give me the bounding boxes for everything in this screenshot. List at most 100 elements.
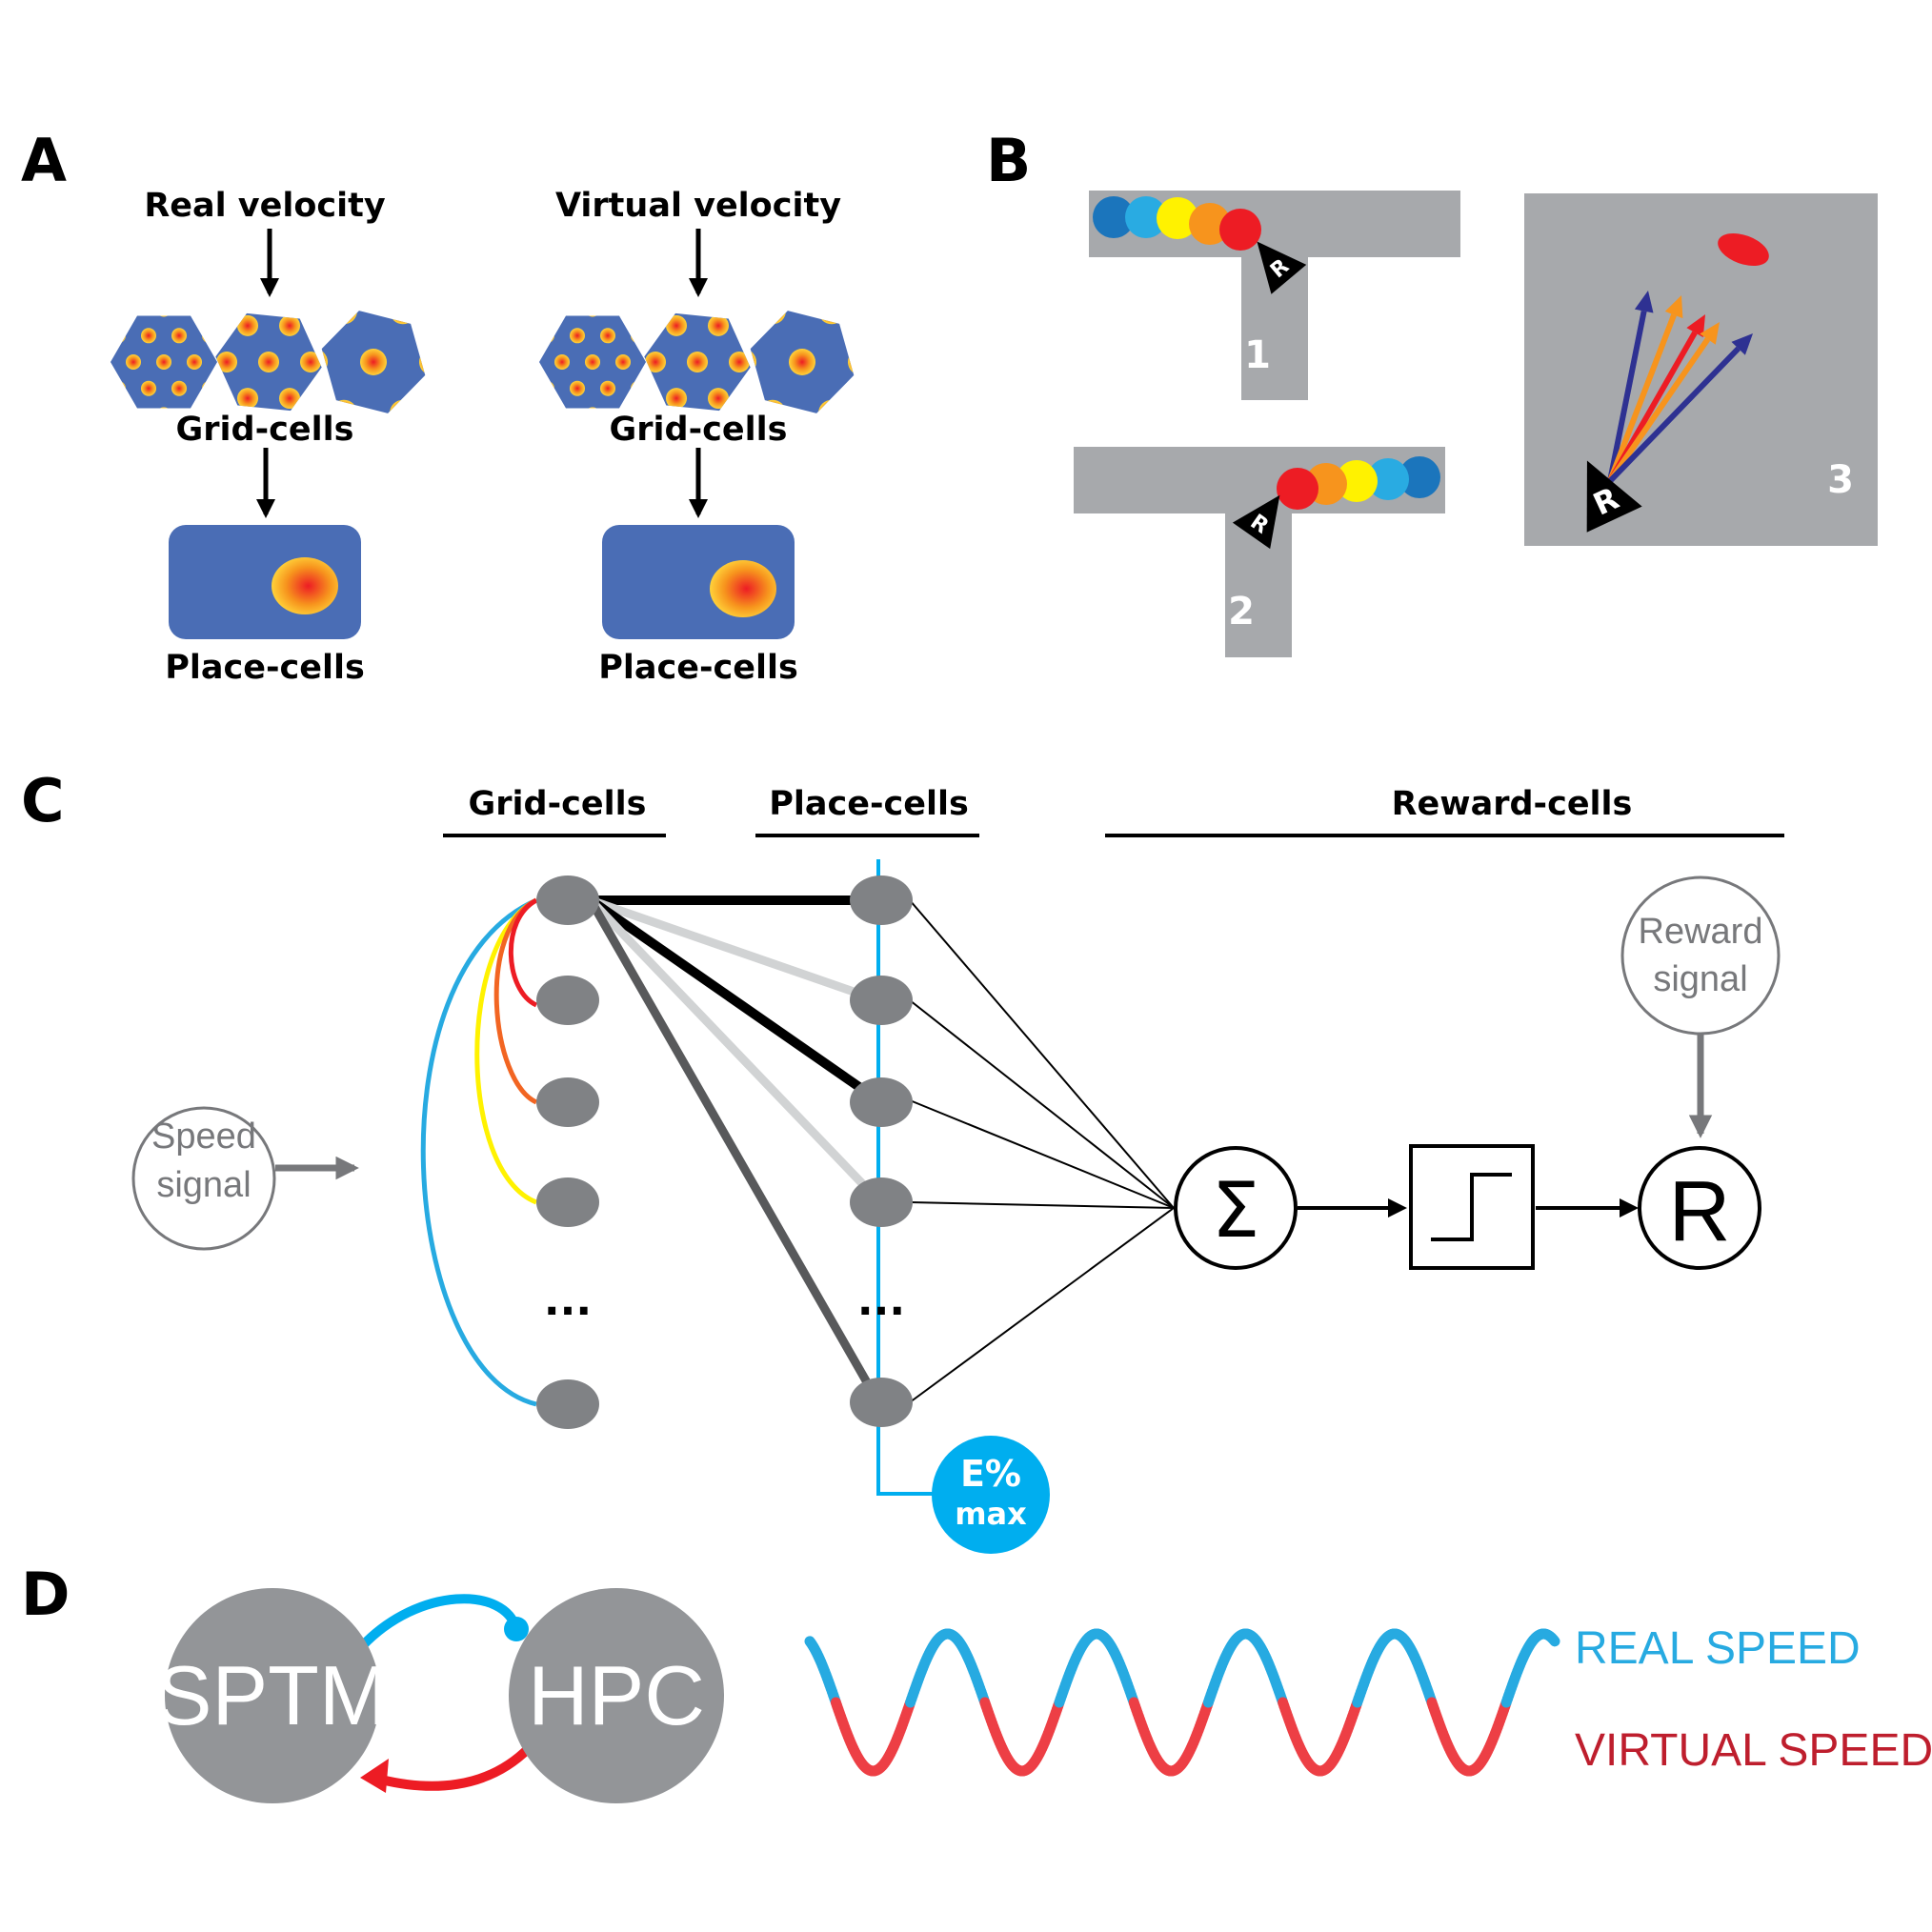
firing-field — [750, 460, 771, 481]
grid-cells-header: Grid-cells — [469, 785, 647, 823]
place-ellipsis: ... — [857, 1277, 905, 1325]
place-cell-nodes — [850, 875, 913, 1427]
firing-field — [468, 207, 489, 228]
place-cells-label: Place-cells — [598, 649, 798, 687]
firing-field — [477, 352, 498, 372]
firing-field — [433, 460, 448, 475]
firing-field — [523, 297, 550, 324]
firing-field — [759, 502, 786, 529]
firing-field — [655, 451, 682, 477]
firing-field — [596, 451, 623, 477]
firing-field — [50, 433, 65, 449]
firing-field — [360, 553, 387, 580]
firing-field — [448, 275, 463, 291]
grid-ellipsis: ... — [544, 1277, 592, 1325]
firing-field — [478, 247, 505, 273]
firing-field — [187, 354, 202, 370]
firing-field — [95, 460, 111, 475]
firing-field — [94, 297, 121, 324]
place-cell-node — [850, 976, 913, 1025]
firing-field — [966, 247, 993, 273]
firing-field — [875, 315, 896, 336]
legend-real-speed: REAL SPEED — [1575, 1623, 1861, 1674]
firing-field — [561, 424, 582, 445]
firing-field — [907, 144, 934, 171]
firing-field — [570, 380, 585, 396]
firing-field — [301, 247, 328, 273]
place-cells-header: Place-cells — [769, 785, 969, 823]
open-field-3: R 3 — [1524, 193, 1878, 546]
wave-segment — [1548, 1634, 1560, 1647]
firing-field — [126, 460, 141, 475]
firing-field — [737, 249, 753, 264]
firing-field — [50, 381, 65, 396]
firing-field — [360, 144, 387, 171]
firing-field — [279, 460, 300, 481]
firing-field — [202, 380, 217, 396]
firing-field — [624, 460, 645, 481]
track-number: 1 — [1244, 333, 1271, 377]
firing-field — [419, 553, 446, 580]
firing-field — [49, 207, 70, 228]
firing-field — [553, 553, 579, 580]
firing-field — [183, 451, 210, 477]
heading-arrowhead — [1634, 291, 1654, 313]
grid-cell-node — [536, 1077, 599, 1127]
legend-virtual-speed: VIRTUAL SPEED — [1575, 1725, 1932, 1776]
emax-label-line1: E% — [960, 1453, 1021, 1495]
firing-field — [195, 460, 216, 481]
reward-node-label: R — [1669, 1164, 1731, 1259]
firing-field — [524, 354, 539, 370]
firing-field — [855, 279, 875, 300]
firing-field — [449, 502, 475, 529]
firing-field — [615, 315, 631, 317]
firing-field — [537, 144, 564, 171]
firing-field — [554, 407, 570, 409]
firing-field — [4, 302, 19, 317]
firing-field — [666, 388, 687, 410]
firing-field — [70, 460, 91, 481]
firing-field — [171, 380, 187, 396]
firing-field — [646, 460, 661, 475]
t-maze-2: R 2 — [1074, 447, 1445, 657]
firing-field — [612, 144, 638, 171]
grid-cells-label: Grid-cells — [176, 411, 354, 449]
heading-arrowhead — [1686, 314, 1705, 338]
heading-arrowhead — [1731, 333, 1753, 355]
firing-field — [360, 349, 387, 375]
firing-field — [65, 553, 91, 580]
firing-field — [70, 388, 91, 409]
heading-arrow — [1607, 310, 1647, 482]
excitatory-connection — [358, 1594, 521, 1650]
firing-field — [468, 279, 489, 300]
grid-cell-node — [536, 1379, 599, 1429]
firing-field — [523, 195, 550, 222]
firing-field — [433, 354, 448, 370]
firing-field — [4, 354, 19, 370]
firing-field — [498, 460, 519, 481]
firing-field — [561, 279, 582, 300]
firing-field — [509, 328, 524, 343]
firing-field — [493, 354, 509, 370]
firing-field — [498, 388, 519, 409]
firing-field — [996, 297, 1022, 324]
firing-field — [848, 247, 875, 273]
grid-recurrent-connections — [420, 897, 538, 1407]
firing-field — [258, 496, 279, 517]
hpc-node — [509, 1588, 724, 1803]
firing-field — [655, 144, 682, 171]
firing-field — [813, 279, 834, 300]
firing-field — [237, 243, 258, 264]
firing-field — [449, 400, 475, 427]
sum-node — [1174, 1146, 1298, 1270]
firing-field — [468, 352, 489, 372]
firing-field — [966, 349, 993, 375]
firing-field — [818, 311, 845, 325]
firing-field — [582, 460, 603, 481]
firing-field — [631, 275, 646, 291]
firing-field — [493, 144, 520, 171]
firing-field — [363, 460, 384, 481]
firing-field — [65, 407, 80, 422]
firing-field — [4, 249, 19, 264]
firing-field — [907, 553, 934, 580]
